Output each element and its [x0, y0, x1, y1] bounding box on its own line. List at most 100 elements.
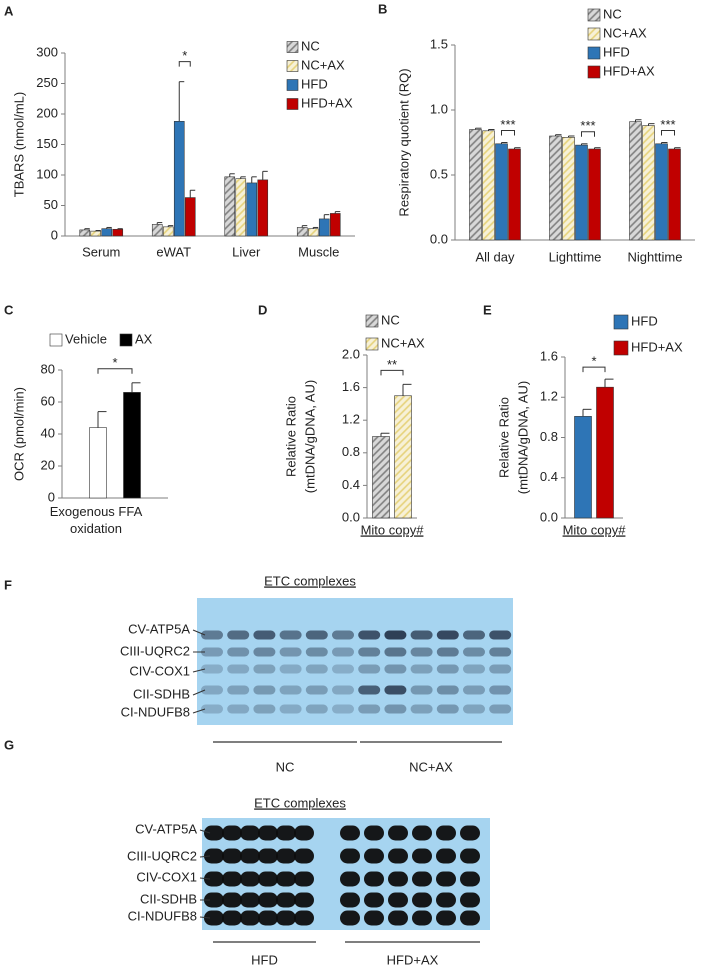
blot-band: [436, 848, 456, 864]
legend-swatch: [365, 314, 379, 328]
group-label: NC+AX: [409, 759, 453, 774]
bar: [101, 228, 113, 237]
blot-band: [253, 704, 276, 714]
x-tick-label: eWAT: [156, 244, 191, 259]
x-tick-label: Lighttime: [549, 249, 602, 264]
x-tick-label: Mito copy#: [563, 522, 627, 537]
band-label: CV-ATP5A: [128, 621, 190, 636]
blot-band: [204, 871, 224, 887]
blot-band: [240, 892, 260, 908]
band-label: CV-ATP5A: [135, 821, 197, 836]
y-axis-label: Relative Ratio: [283, 396, 298, 477]
group-label: NC: [276, 759, 295, 774]
y-tick-label: 0.4: [342, 477, 360, 492]
blot-band: [279, 647, 302, 657]
blot-band: [253, 647, 276, 657]
blot-band: [410, 685, 433, 695]
blot-band: [436, 704, 459, 714]
blot-band: [201, 630, 223, 640]
legend-swatch: [587, 8, 601, 22]
blot-band: [436, 825, 456, 841]
blot-band: [305, 685, 328, 695]
blot-band: [332, 685, 354, 695]
legend-label: NC: [603, 6, 622, 21]
significance-bracket: [178, 61, 191, 67]
blot-band: [253, 664, 276, 674]
y-tick-label: 0.8: [342, 444, 360, 459]
legend-label: HFD+AX: [301, 95, 353, 110]
blot-band: [384, 704, 407, 714]
blot-band: [294, 825, 314, 841]
bar: [89, 427, 107, 499]
legend-label: HFD+AX: [631, 339, 683, 354]
blot-band: [227, 664, 250, 674]
blot-band: [410, 664, 433, 674]
blot-band: [358, 664, 381, 674]
bar: [296, 227, 308, 237]
blot-band: [279, 630, 302, 640]
bar: [562, 137, 575, 241]
bar: [307, 228, 319, 237]
legend-swatch: [365, 337, 379, 351]
y-tick-label: 150: [36, 136, 58, 151]
blot-band: [364, 871, 384, 887]
band-leader: [199, 855, 211, 858]
blot-band: [436, 647, 459, 657]
y-tick-label: 1.2: [540, 389, 558, 404]
blot-band: [276, 892, 296, 908]
blot-band: [460, 871, 480, 887]
legend-label: NC: [381, 312, 400, 327]
bar: [123, 392, 141, 499]
bar: [575, 144, 588, 241]
bar: [79, 229, 91, 237]
blot-band: [276, 825, 296, 841]
blot-band: [463, 630, 485, 640]
panel-letter: B: [378, 1, 387, 16]
bar: [668, 148, 681, 241]
bar: [184, 197, 196, 237]
blot-band: [279, 704, 302, 714]
bar: [372, 436, 390, 519]
blot-band: [258, 871, 278, 887]
significance-bracket: [582, 366, 606, 373]
blot-title: ETC complexes: [264, 573, 356, 588]
bar: [394, 395, 412, 519]
bar: [469, 129, 482, 241]
blot-band: [227, 647, 250, 657]
blot-band: [227, 704, 250, 714]
x-tick-label: Mito copy#: [361, 522, 425, 537]
blot-band: [258, 848, 278, 864]
legend-label: NC+AX: [381, 335, 425, 350]
blot-band: [253, 630, 276, 640]
blot-band: [358, 685, 381, 695]
blot-band: [222, 848, 242, 864]
blot-band: [460, 910, 480, 926]
band-label: CIV-COX1: [129, 663, 190, 678]
blot-band: [384, 664, 407, 674]
y-tick-label: 50: [44, 197, 58, 212]
band-label: CIV-COX1: [136, 869, 197, 884]
legend-label: AX: [135, 331, 153, 346]
legend-swatch: [286, 60, 299, 72]
significance-label: **: [387, 357, 397, 372]
blot-band: [201, 664, 223, 674]
x-tick-label: Liver: [232, 244, 261, 259]
blot-band: [294, 910, 314, 926]
band-leader: [192, 668, 206, 673]
blot-band: [332, 630, 354, 640]
y-tick-label: 0.4: [540, 469, 558, 484]
significance-bracket: [661, 130, 675, 136]
blot-band: [364, 892, 384, 908]
blot-band: [388, 871, 408, 887]
legend-swatch: [286, 79, 299, 91]
blot-title: ETC complexes: [254, 795, 346, 810]
bar: [549, 135, 562, 241]
blot-band: [358, 647, 381, 657]
bar: [642, 125, 655, 241]
panel-letter: G: [4, 737, 14, 752]
y-tick-label: 0.0: [430, 231, 448, 246]
legend-label: HFD+AX: [603, 63, 655, 78]
legend-label: HFD: [603, 44, 630, 59]
